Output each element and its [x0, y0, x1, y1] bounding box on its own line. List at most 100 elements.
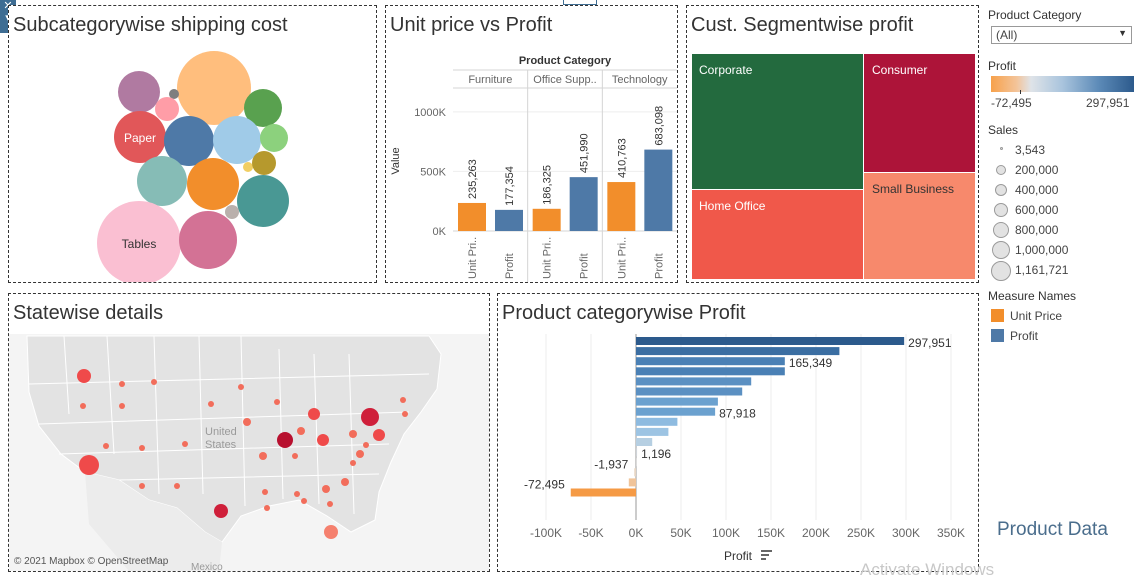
bar[interactable]: [636, 397, 718, 406]
measure-legend-label: Measure Names: [988, 289, 1077, 303]
bubble[interactable]: [252, 151, 276, 175]
unit-price-swatch: [991, 309, 1004, 322]
size-marker: [992, 241, 1010, 259]
x-tick-label: 50K: [670, 526, 691, 540]
map-attribution[interactable]: © 2021 Mapbox © OpenStreetMap: [14, 556, 169, 567]
bubble[interactable]: [260, 124, 288, 152]
bar[interactable]: [636, 407, 716, 416]
measure-legend-item: Profit: [1010, 329, 1039, 343]
product-profit-chart: -100K -50K 0K 50K 100K 150K 200K 250K 300K 350K Pr…: [524, 334, 965, 563]
bubble-label-tables: Tables: [122, 237, 157, 251]
bubble[interactable]: [164, 116, 214, 166]
treemap-small-business[interactable]: [864, 173, 975, 279]
data-label: -72,495: [524, 478, 565, 492]
bubble[interactable]: [237, 175, 289, 227]
treemap-consumer[interactable]: [864, 54, 975, 172]
state-borders: [28, 335, 430, 515]
data-label: 410,763: [616, 138, 628, 178]
panel-title: Subcategorywise shipping cost: [13, 14, 288, 36]
bar[interactable]: [532, 208, 561, 231]
treemap-home-office[interactable]: [692, 190, 863, 279]
bar[interactable]: [607, 182, 636, 231]
bar[interactable]: [636, 367, 785, 376]
bar[interactable]: [458, 202, 486, 231]
map-mexico-label: Mexico: [191, 562, 223, 571]
map-country-label: United: [205, 426, 237, 438]
category-label: Office Supp..: [533, 74, 596, 86]
top-tab-indicator[interactable]: [563, 0, 597, 5]
bubble[interactable]: [244, 89, 282, 127]
treemap-corporate[interactable]: [692, 54, 863, 189]
bar[interactable]: [636, 417, 678, 426]
panel-title: Unit price vs Profit: [390, 14, 553, 36]
treemap-label-small-business: Small Business: [872, 182, 954, 196]
unit-price-panel: Unit price vs Profit Product Category 0K 5…: [385, 5, 678, 283]
bubble[interactable]: [114, 111, 166, 163]
measure-legend-item: Unit Price: [1010, 309, 1063, 323]
profit-legend-max: 297,951: [1086, 96, 1130, 110]
data-label: 1,196: [641, 447, 671, 461]
sales-legend-item: 400,000: [1015, 183, 1059, 197]
data-label: 683,098: [653, 106, 665, 146]
state-map[interactable]: United States Mexico © 2021 Mapbox © Ope…: [9, 294, 489, 571]
bubble[interactable]: [155, 97, 179, 121]
bubble-chart: Paper Tables: [97, 51, 289, 282]
sales-legend-item: 200,000: [1015, 163, 1059, 177]
bubble[interactable]: [213, 116, 261, 164]
bar[interactable]: [644, 149, 673, 231]
bubble[interactable]: [137, 156, 187, 206]
bar[interactable]: [636, 347, 840, 356]
x-axis-label: Profit: [724, 549, 753, 563]
bubble[interactable]: [187, 158, 239, 210]
bar[interactable]: [636, 387, 743, 396]
mexico-landmass: [85, 472, 222, 571]
bar[interactable]: [636, 357, 785, 366]
x-tick-label: 300K: [892, 526, 920, 540]
bar[interactable]: [570, 488, 636, 497]
segment-treemap: Corporate Consumer Home Office Small Bus…: [692, 54, 975, 279]
bar[interactable]: [634, 468, 636, 477]
profit-legend-min: -72,495: [991, 96, 1032, 110]
bar[interactable]: [636, 427, 669, 436]
panel-title: Cust. Segmentwise profit: [691, 14, 914, 36]
size-marker: [991, 261, 1011, 281]
bar[interactable]: [636, 438, 653, 446]
bar[interactable]: [569, 177, 598, 231]
bar[interactable]: [636, 337, 905, 345]
size-marker: [993, 222, 1009, 238]
bubble[interactable]: [179, 211, 237, 269]
sales-legend-item: 1,000,000: [1015, 243, 1069, 257]
x-tick-label: 350K: [937, 526, 965, 540]
measure-label: Profit: [653, 253, 665, 279]
unit-price-profit-chart: Product Category 0K 500K 1000K Value Furnitur…: [390, 55, 677, 282]
bar[interactable]: [628, 478, 636, 487]
x-tick-label: -100K: [530, 526, 562, 540]
bubble[interactable]: [118, 71, 160, 113]
bar[interactable]: [636, 448, 638, 457]
data-label: 235,263: [467, 159, 479, 199]
measure-label: Unit Pri..: [542, 237, 554, 279]
sales-legend-item: 800,000: [1015, 223, 1059, 237]
bubble[interactable]: [97, 201, 181, 282]
bubble[interactable]: [177, 51, 251, 125]
product-category-select[interactable]: (All) ▼: [991, 26, 1132, 44]
bar[interactable]: [636, 458, 637, 467]
measure-label: Unit Pri..: [616, 237, 628, 279]
size-marker: [996, 165, 1006, 175]
x-tick-label: 0K: [629, 526, 644, 540]
bubble[interactable]: [243, 162, 253, 172]
chevron-down-icon[interactable]: ▼: [1118, 28, 1127, 38]
y-axis-label: Value: [390, 147, 402, 174]
dashboard-side-title: Product Data: [997, 519, 1108, 540]
category-header: Product Category: [519, 55, 612, 67]
bar[interactable]: [495, 209, 523, 231]
bubble[interactable]: [169, 89, 179, 99]
bubble-panel: Subcategorywise shipping cost Paper Tabl…: [8, 5, 377, 283]
bubble[interactable]: [225, 205, 239, 219]
data-label: 87,918: [719, 407, 756, 421]
x-tick-label: 200K: [802, 526, 830, 540]
profit-swatch: [991, 329, 1004, 342]
state-markers[interactable]: [77, 369, 408, 539]
y-tick-label: 1000K: [414, 107, 446, 119]
bar[interactable]: [636, 377, 752, 386]
